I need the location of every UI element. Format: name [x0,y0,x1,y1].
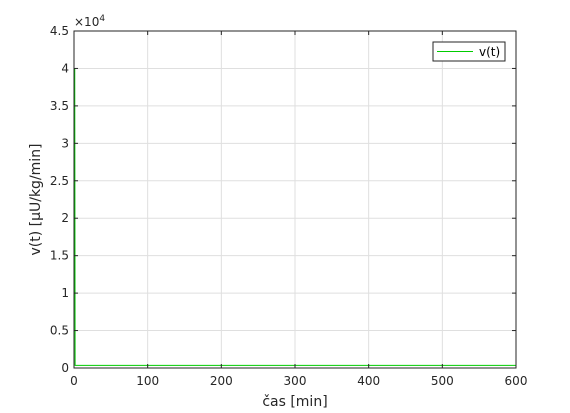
y-tick-label: 1 [61,286,69,300]
x-tick-label: 0 [70,374,78,388]
x-axis-title: čas [min] [262,394,327,410]
x-tick-label: 100 [136,374,159,388]
x-tick-label: 400 [357,374,380,388]
y-tick-label: 3.5 [50,99,69,113]
x-tick-label: 600 [505,374,528,388]
y-tick-label: 2 [61,211,69,225]
y-tick-label: 2.5 [50,174,69,188]
y-tick-label: 4.5 [50,24,69,38]
y-tick-label: 3 [61,136,69,150]
y-tick-label: 0 [61,361,69,375]
x-tick-label: 200 [210,374,233,388]
ticks-group [73,30,517,369]
y-axis-title: v(t) [μU/kg/min] [28,143,44,255]
legend-label-v-t: v(t) [479,45,500,59]
y-tick-label: 4 [61,61,69,75]
x-tick-label: 500 [431,374,454,388]
y-tick-label: 0.5 [50,324,69,338]
y-tick-labels: 0 0.5 1 1.5 2 2.5 3 3.5 4 4.5 [50,24,69,375]
x-tick-labels: 0 100 200 300 400 500 600 [70,374,527,388]
legend: v(t) [432,41,506,62]
y-tick-label: 1.5 [50,249,69,263]
y-exponent-power: 4 [99,14,105,24]
x-tick-label: 300 [284,374,307,388]
y-exponent-base: ×10 [74,15,99,29]
y-exponent-label: ×104 [74,14,105,29]
